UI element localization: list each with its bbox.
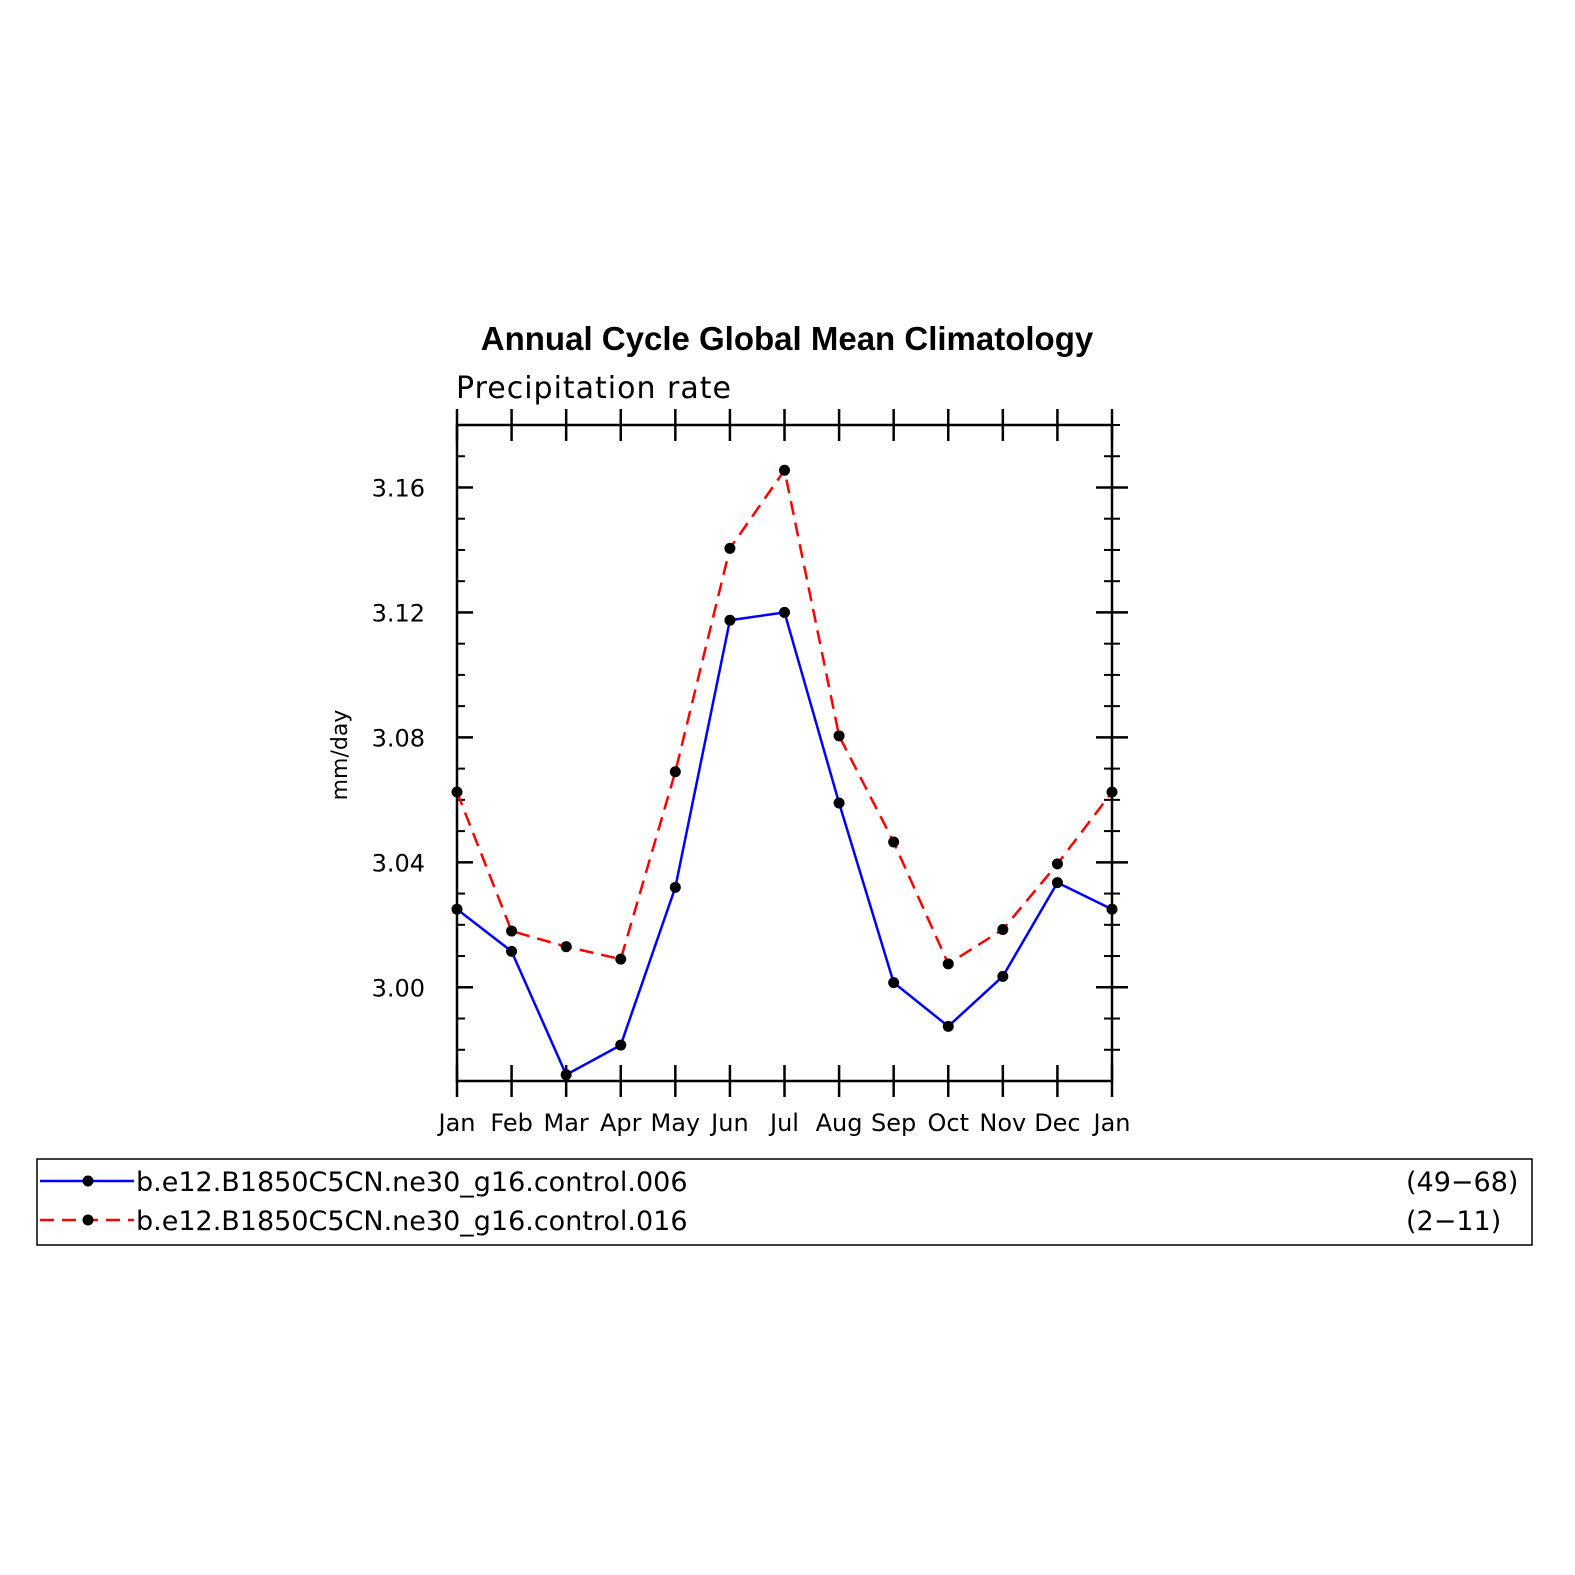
data-point — [669, 881, 681, 893]
data-point — [669, 766, 681, 778]
x-tick-label: Sep — [871, 1109, 916, 1137]
x-tick-label: Dec — [1034, 1109, 1080, 1137]
data-point — [779, 606, 790, 618]
data-point — [724, 614, 736, 626]
legend-marker — [82, 1175, 94, 1187]
y-tick-label: 3.00 — [372, 974, 425, 1002]
legend-label: b.e12.B1850C5CN.ne30_g16.control.006 — [136, 1167, 688, 1198]
data-point — [888, 836, 900, 848]
x-tick-label: Mar — [544, 1109, 589, 1137]
y-tick-label: 3.12 — [372, 599, 425, 627]
data-point — [997, 970, 1009, 982]
legend-years: (2−11) — [1406, 1206, 1501, 1237]
y-tick-label: 3.04 — [372, 849, 425, 877]
series-line-2 — [455, 467, 1113, 966]
x-tick-label: Oct — [928, 1109, 970, 1137]
data-point — [451, 786, 463, 798]
chart-title: Annual Cycle Global Mean Climatology — [481, 320, 1094, 357]
x-tick-label: Nov — [979, 1109, 1026, 1137]
data-point — [615, 1039, 627, 1051]
legend-label: b.e12.B1850C5CN.ne30_g16.control.016 — [136, 1206, 688, 1237]
data-point — [506, 945, 518, 957]
series-line-1 — [456, 611, 1113, 1077]
data-point — [451, 903, 463, 915]
data-point — [888, 977, 900, 989]
x-tick-label: Aug — [816, 1109, 863, 1137]
legend: b.e12.B1850C5CN.ne30_g16.control.006 (49−… — [36, 1158, 1533, 1246]
x-tick-label: Jul — [768, 1109, 799, 1137]
data-point — [779, 464, 790, 476]
data-point — [997, 923, 1009, 935]
data-point — [942, 958, 954, 970]
x-tick-label: May — [651, 1109, 701, 1137]
data-point — [560, 1069, 572, 1081]
data-point — [560, 941, 572, 953]
chart-subtitle: Precipitation rate — [456, 371, 732, 406]
x-tick-label: Apr — [600, 1109, 642, 1137]
x-tick-label: Feb — [490, 1109, 533, 1137]
data-point — [506, 925, 518, 937]
y-tick-label: 3.16 — [372, 474, 425, 502]
legend-marker — [82, 1214, 94, 1226]
legend-box — [36, 1158, 1533, 1246]
data-point — [1051, 877, 1063, 889]
data-point — [833, 797, 845, 809]
plot-axes: Jan Feb Mar Apr May Jun Jul Aug Sep Oct Nov Dec Jan 3… — [372, 409, 1131, 1137]
legend-items: b.e12.B1850C5CN.ne30_g16.control.006 (49−… — [40, 1167, 1518, 1237]
plot-frame — [455, 423, 1114, 1083]
y-axis-label: mm/day — [328, 710, 353, 801]
data-point — [724, 542, 736, 554]
data-point — [1106, 903, 1118, 915]
x-tick-label: Jan — [437, 1109, 476, 1137]
series-layer — [451, 464, 1118, 1081]
x-tick-label: Jan — [1092, 1109, 1131, 1137]
x-tick-label: Jun — [709, 1109, 749, 1137]
data-point — [615, 953, 627, 965]
y-tick-label: 3.08 — [372, 724, 425, 752]
legend-years: (49−68) — [1406, 1167, 1518, 1198]
data-point — [1106, 786, 1118, 798]
data-point — [833, 730, 845, 742]
data-point — [942, 1020, 954, 1032]
data-point — [1051, 858, 1063, 870]
